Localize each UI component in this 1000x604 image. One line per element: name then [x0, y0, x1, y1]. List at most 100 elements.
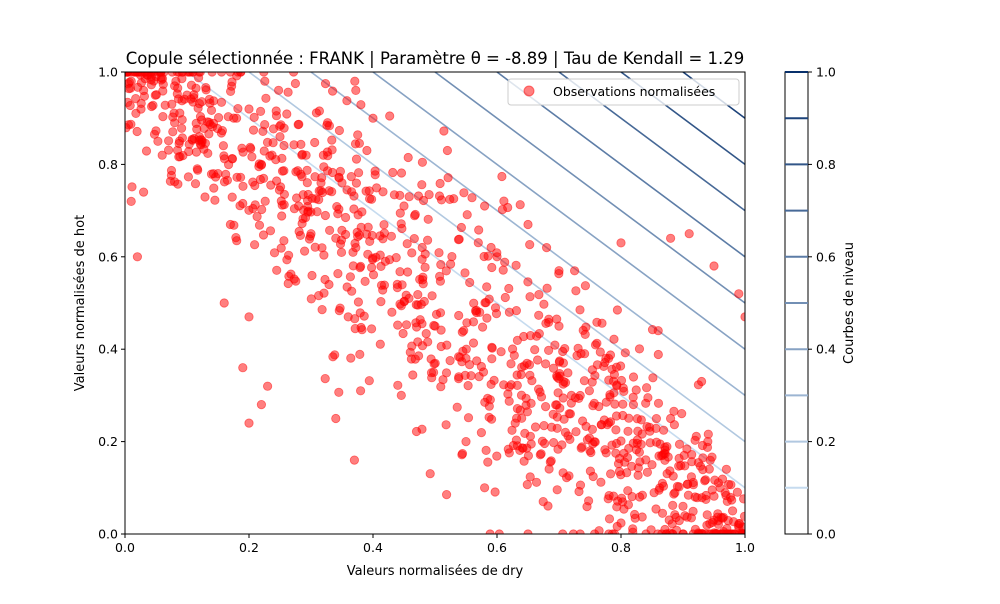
data-point	[511, 305, 522, 316]
data-point	[727, 495, 737, 505]
data-point	[346, 353, 356, 363]
data-point	[429, 320, 439, 331]
data-point	[651, 423, 661, 433]
data-point	[268, 138, 278, 148]
data-point	[131, 94, 141, 104]
data-point	[525, 370, 535, 380]
data-point	[164, 145, 174, 155]
y-axis-label: Valeurs normalisées de hot	[73, 215, 88, 391]
data-point	[592, 360, 603, 370]
data-point	[587, 424, 598, 434]
data-point	[554, 356, 565, 366]
data-point	[594, 526, 604, 534]
data-point	[307, 270, 317, 281]
data-point	[651, 504, 661, 514]
data-point	[259, 146, 269, 156]
data-point	[398, 328, 408, 339]
data-point	[395, 267, 405, 277]
data-point	[586, 447, 596, 458]
data-point	[355, 308, 365, 318]
data-point	[620, 348, 630, 358]
data-point	[479, 201, 490, 211]
data-point	[469, 298, 479, 308]
data-point	[616, 238, 626, 248]
data-point	[290, 78, 300, 89]
data-point	[525, 292, 535, 302]
data-point	[413, 191, 424, 201]
data-point	[624, 443, 634, 453]
data-point	[294, 226, 304, 237]
data-point	[548, 363, 559, 373]
data-point	[368, 270, 379, 280]
data-point	[601, 397, 611, 407]
data-point	[350, 314, 360, 324]
data-point	[605, 417, 616, 427]
data-point	[447, 252, 457, 262]
data-point	[678, 501, 688, 511]
data-point	[392, 279, 402, 289]
data-point	[423, 214, 433, 224]
data-point	[473, 238, 483, 248]
data-point	[580, 329, 590, 339]
data-point	[317, 304, 327, 315]
data-point	[575, 390, 585, 401]
colorbar-label: Courbes de niveau	[842, 242, 857, 364]
data-point	[273, 85, 284, 95]
data-point	[738, 522, 745, 532]
data-point	[409, 234, 419, 244]
data-point	[563, 431, 573, 441]
data-point	[256, 399, 266, 410]
data-point	[297, 218, 307, 229]
data-point	[310, 137, 320, 148]
y-tick-label: 0.6	[98, 249, 118, 264]
data-point	[612, 305, 623, 315]
data-point	[193, 103, 203, 113]
data-point	[353, 297, 363, 307]
data-point	[487, 262, 497, 273]
data-point	[552, 400, 562, 410]
data-point	[565, 409, 576, 419]
data-point	[353, 168, 364, 178]
data-point	[219, 151, 229, 161]
data-point	[674, 439, 685, 449]
data-point	[190, 179, 201, 189]
data-point	[375, 339, 385, 349]
data-point	[679, 450, 689, 460]
data-point	[619, 386, 629, 396]
contour-line	[310, 72, 745, 397]
data-point	[443, 173, 453, 183]
colorbar: 0.0 0.2 0.4 0.6 0.8 1.0 Courbes de niveau	[784, 65, 857, 542]
data-point	[511, 260, 521, 270]
data-point	[125, 123, 131, 133]
data-point	[279, 123, 289, 133]
data-point	[707, 485, 717, 495]
data-point	[482, 393, 493, 403]
data-point	[452, 402, 462, 412]
data-point	[600, 357, 610, 368]
data-point	[546, 456, 556, 466]
data-point	[258, 126, 268, 136]
data-point	[346, 172, 356, 182]
data-point	[492, 451, 502, 461]
data-point	[487, 343, 497, 353]
data-point	[224, 160, 234, 170]
data-point	[552, 314, 562, 324]
data-point	[596, 420, 606, 430]
data-point	[216, 97, 227, 107]
data-point	[260, 76, 270, 86]
data-point	[248, 125, 259, 135]
data-point	[148, 100, 158, 111]
data-point	[693, 380, 704, 390]
data-point	[310, 172, 320, 182]
data-point	[164, 136, 174, 146]
data-point	[480, 298, 490, 308]
data-point	[320, 274, 330, 285]
data-point	[543, 345, 554, 355]
data-point	[258, 230, 269, 240]
data-point	[523, 277, 533, 287]
data-point	[168, 127, 178, 137]
data-point	[336, 247, 347, 257]
data-point	[334, 387, 344, 397]
data-point	[411, 318, 421, 328]
data-point	[636, 415, 646, 425]
